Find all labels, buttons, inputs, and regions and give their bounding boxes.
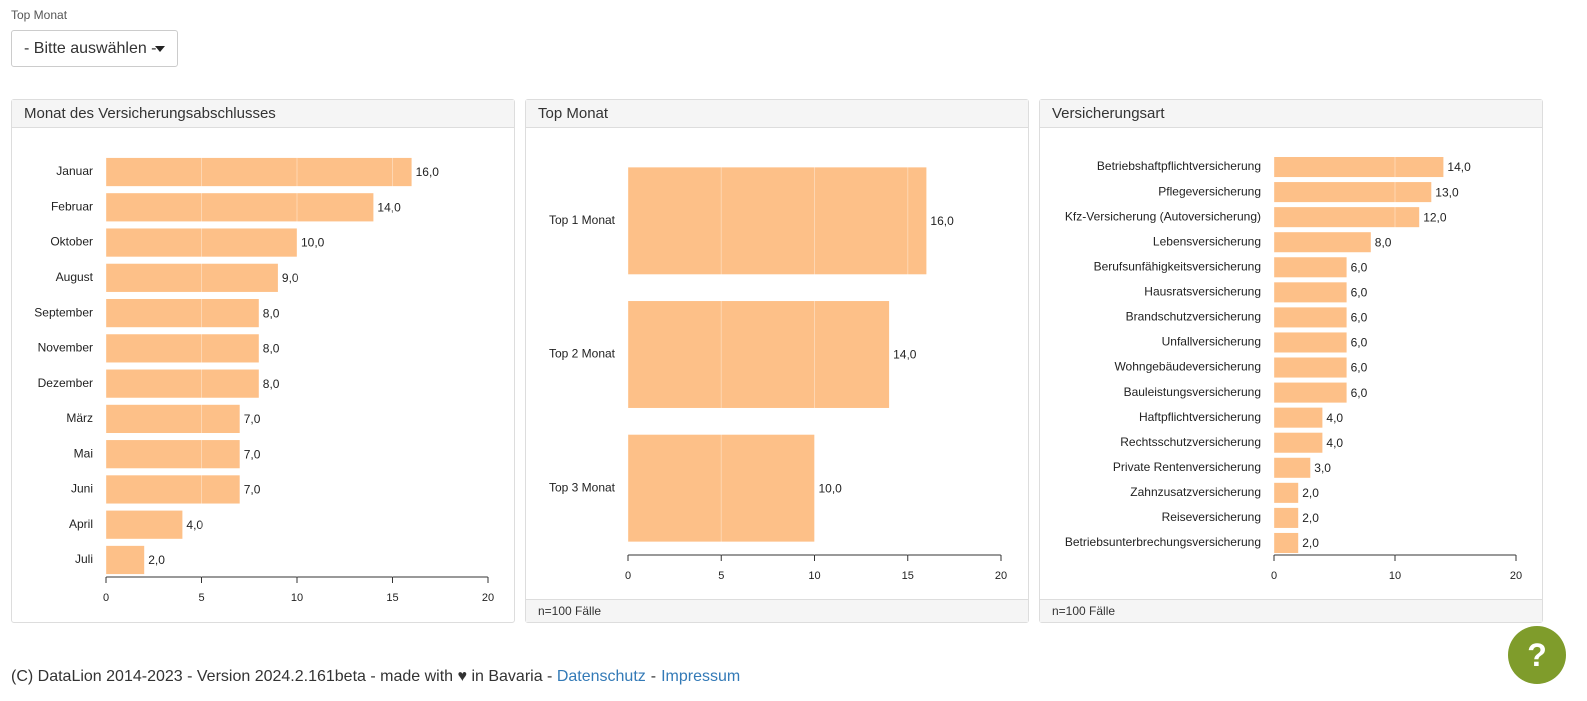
panel: Versicherungsart n=100 Fälle [1039, 99, 1543, 623]
panel-note: n=100 Fälle [1040, 599, 1542, 622]
link[interactable]: Impressum [661, 668, 741, 685]
footer: (C) DataLion 2014-2023 - Version 2024.2.… [11, 668, 740, 686]
link[interactable]: Datenschutz [556, 668, 646, 685]
filter-dropdown[interactable]: - Bitte auswählen - [11, 30, 178, 67]
dropdown-text: - Bitte auswählen - [24, 40, 157, 57]
separator: - [650, 668, 657, 685]
panel-title: Top Monat [526, 100, 1028, 128]
panel: Monat des Versicherungsabschlusses [11, 99, 515, 623]
help-button[interactable]: ? [1508, 626, 1566, 684]
panel: Top Monat n=100 Fälle [525, 99, 1029, 623]
caret [155, 46, 165, 52]
footer-text: (C) DataLion 2014-2023 - Version 2024.2.… [11, 668, 553, 685]
filter-label: Top Monat [11, 8, 68, 22]
panel-title: Monat des Versicherungsabschlusses [12, 100, 514, 128]
panel-note: n=100 Fälle [526, 599, 1028, 622]
panel-title: Versicherungsart [1040, 100, 1542, 128]
